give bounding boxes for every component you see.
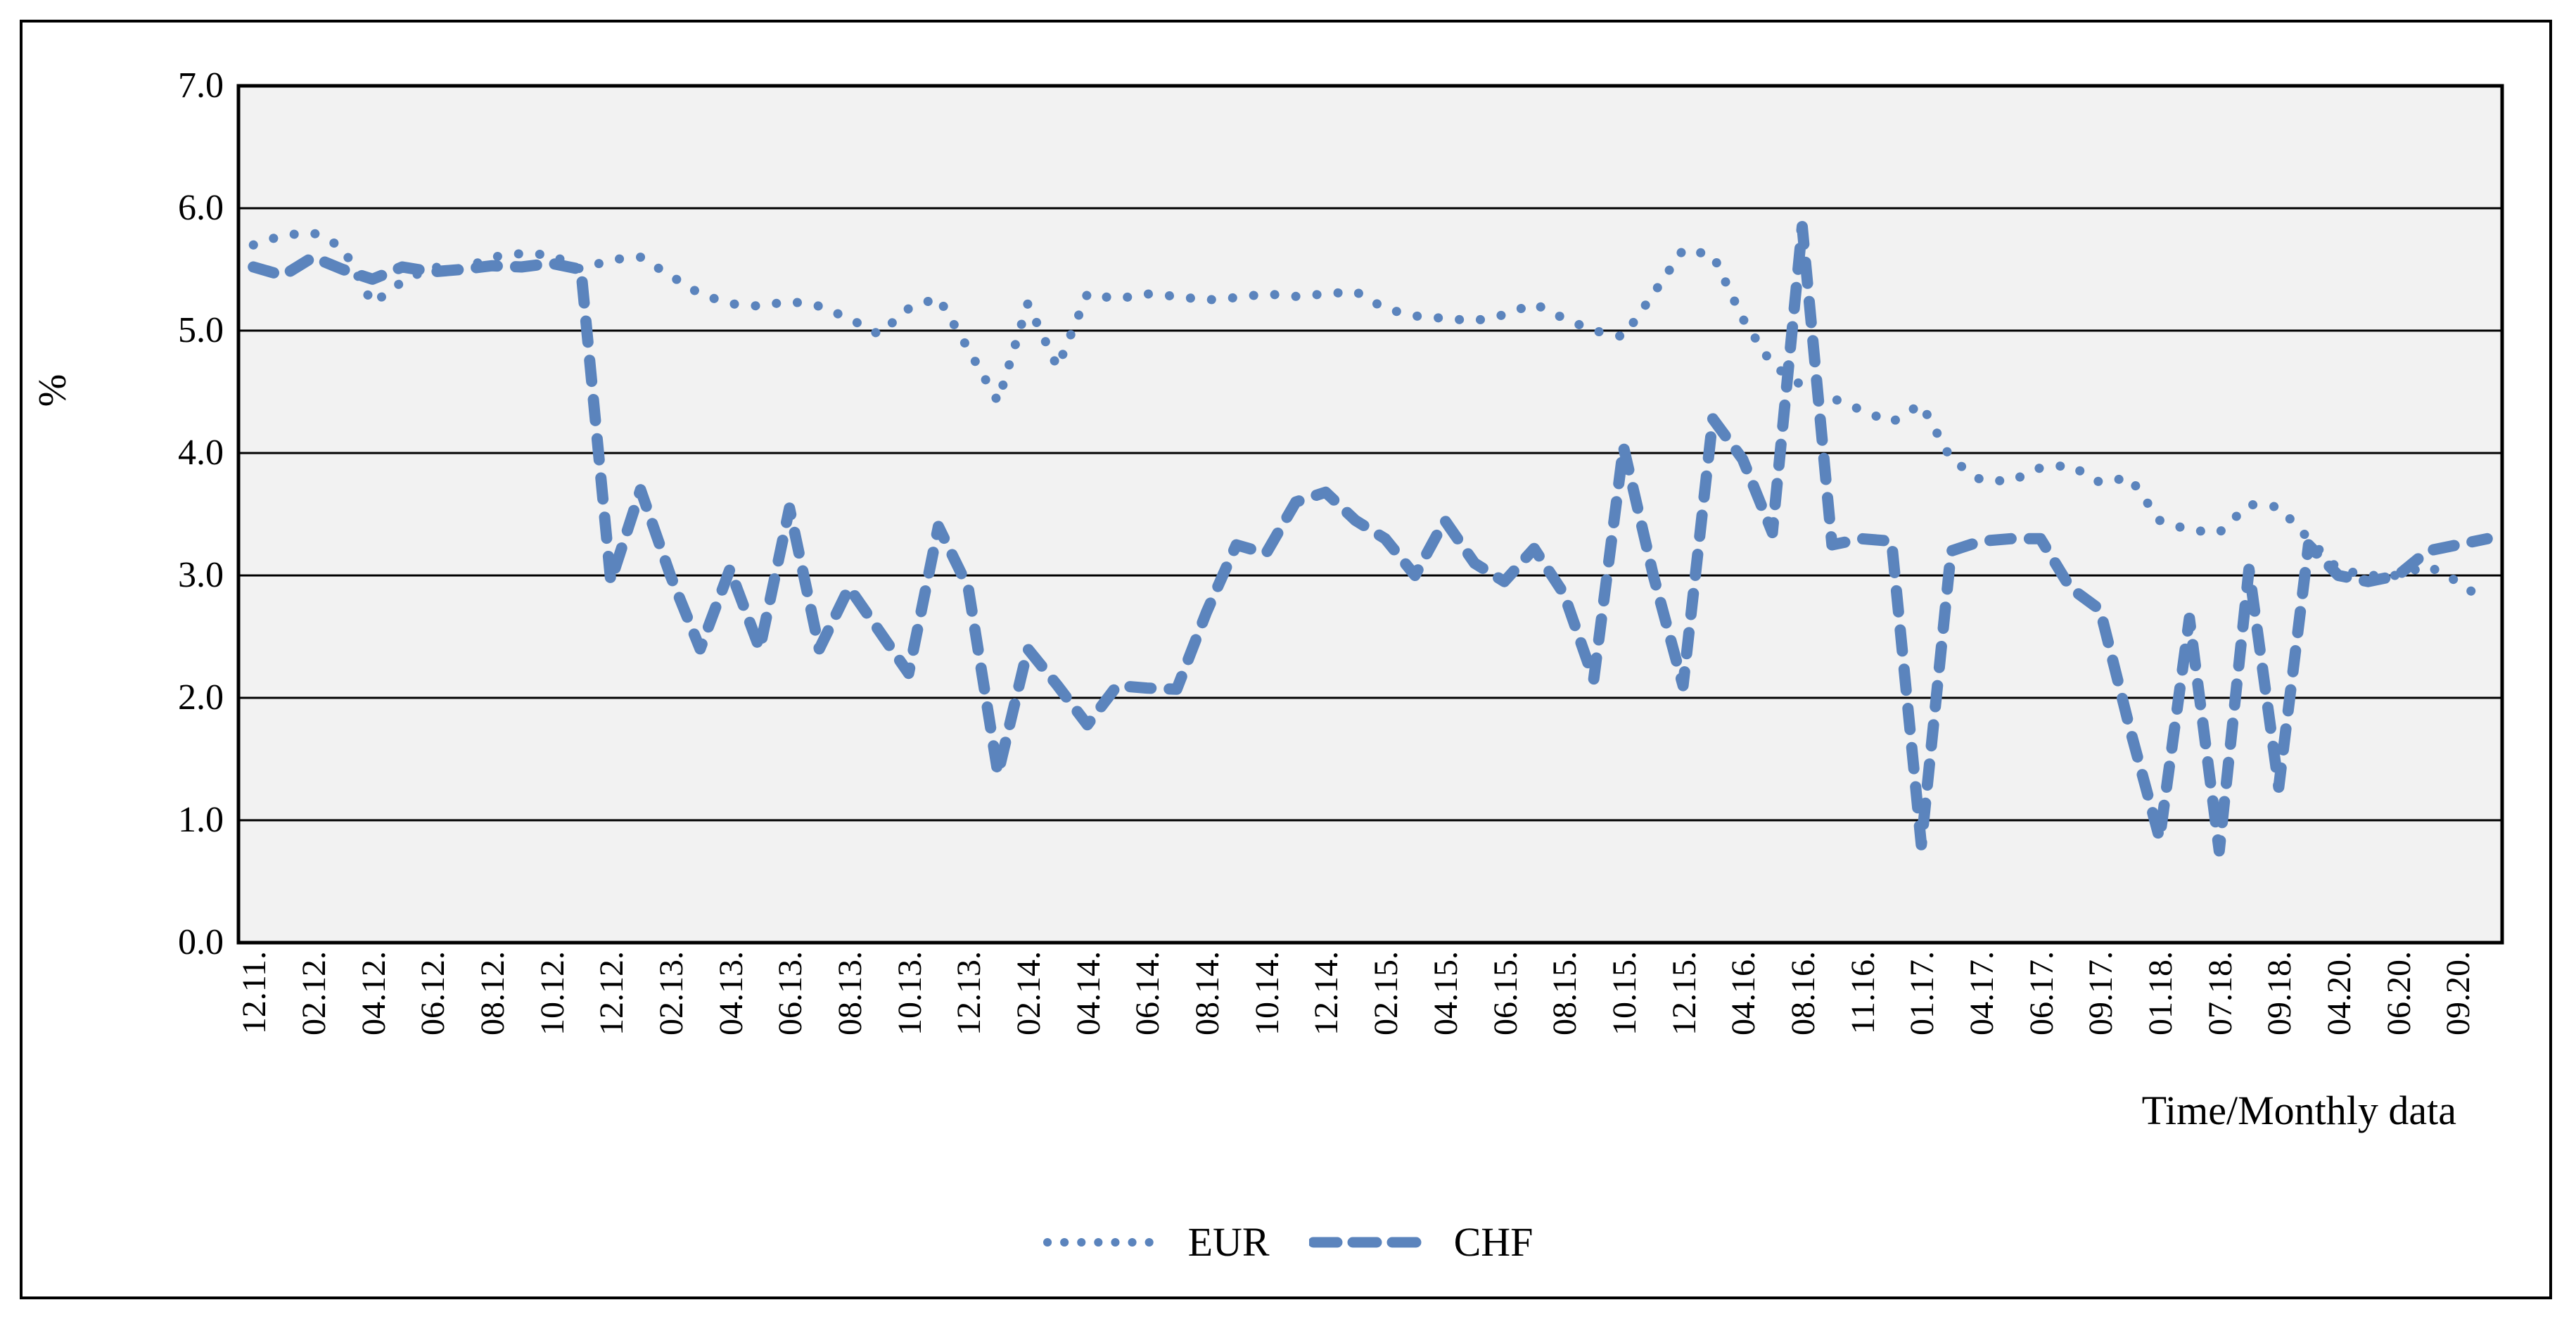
legend-item-eur: EUR [1042, 1218, 1270, 1266]
x-axis-tick-label: 12.14. [1308, 951, 1346, 1036]
legend: EUR CHF [0, 1218, 2576, 1266]
plot-border [236, 84, 2504, 945]
x-axis-tick-label: 04.16. [1725, 951, 1763, 1036]
x-axis-tick-label: 09.18. [2261, 951, 2299, 1036]
x-axis-tick-label: 11.16. [1844, 951, 1882, 1035]
legend-dotted-line-sample [1042, 1237, 1170, 1247]
x-axis-tick-label: 07.18. [2201, 951, 2239, 1036]
x-axis-tick-label: 06.20. [2380, 951, 2418, 1036]
y-axis-tick-label: 6.0 [178, 188, 224, 228]
x-axis-tick-label: 12.13. [950, 951, 988, 1036]
x-axis-tick-label: 06.17. [2022, 951, 2060, 1036]
x-axis-tick-label: 04.12. [355, 951, 393, 1036]
x-axis-title: Time/Monthly data [2141, 1088, 2456, 1133]
x-axis-tick-label: 10.14. [1248, 951, 1286, 1036]
x-axis-tick-label: 10.15. [1605, 951, 1643, 1036]
y-axis-title: % [31, 374, 75, 407]
x-axis-tick-label: 10.13. [891, 951, 929, 1036]
x-axis-tick-label: 12.12. [593, 951, 631, 1036]
legend-dashed-line-sample [1308, 1237, 1436, 1247]
x-axis-tick-label: 01.18. [2142, 951, 2180, 1036]
x-axis-tick-label: 06.14. [1129, 951, 1167, 1036]
x-axis-tick-label: 02.15. [1367, 951, 1405, 1036]
x-axis-tick-label: 08.12. [473, 951, 511, 1036]
eur-series-line [248, 228, 2492, 607]
x-axis-tick-label: 08.13. [831, 951, 869, 1036]
legend-label: EUR [1187, 1219, 1270, 1265]
y-axis-tick-label: 0.0 [178, 922, 224, 962]
x-axis-tick-label: 04.14. [1069, 951, 1107, 1036]
x-axis-tick-label: 02.13. [652, 951, 690, 1036]
x-axis-tick-label: 02.14. [1010, 951, 1048, 1036]
x-axis-tick-label: 08.14. [1189, 951, 1227, 1036]
y-axis-tick-label: 1.0 [178, 800, 224, 840]
y-axis-tick-label: 5.0 [178, 310, 224, 350]
y-axis-tick-label: 3.0 [178, 555, 224, 595]
x-axis-tick-label: 04.15. [1427, 951, 1465, 1036]
plot-background [238, 86, 2502, 943]
legend-label: CHF [1453, 1219, 1534, 1265]
legend-item-chf: CHF [1308, 1218, 1534, 1266]
x-axis-tick-label: 08.15. [1546, 951, 1584, 1036]
x-axis-tick-label: 04.17. [1963, 951, 2001, 1036]
x-axis-tick-label: 04.20. [2321, 951, 2359, 1036]
x-axis-tick-label: 08.16. [1784, 951, 1822, 1036]
x-axis-tick-label: 06.15. [1486, 951, 1524, 1036]
x-axis-tick-label: 02.12. [295, 951, 333, 1036]
x-axis-tick-label: 01.17. [1904, 951, 1941, 1036]
y-axis-tick-label: 7.0 [178, 65, 224, 106]
x-axis-tick-label: 09.17. [2082, 951, 2120, 1036]
y-axis-tick-label: 4.0 [178, 433, 224, 473]
x-axis-tick-label: 06.13. [772, 951, 810, 1036]
x-axis-tick-label: 12.11. [236, 951, 274, 1035]
x-axis-tick-label: 09.20. [2440, 951, 2478, 1036]
chf-series-line [248, 221, 2493, 857]
x-axis-tick-label: 06.12. [414, 951, 452, 1036]
x-axis-tick-label: 10.12. [533, 951, 571, 1036]
y-axis-tick-label: 2.0 [178, 677, 224, 718]
x-axis-tick-label: 04.13. [712, 951, 750, 1036]
x-axis-tick-label: 12.15. [1665, 951, 1703, 1036]
